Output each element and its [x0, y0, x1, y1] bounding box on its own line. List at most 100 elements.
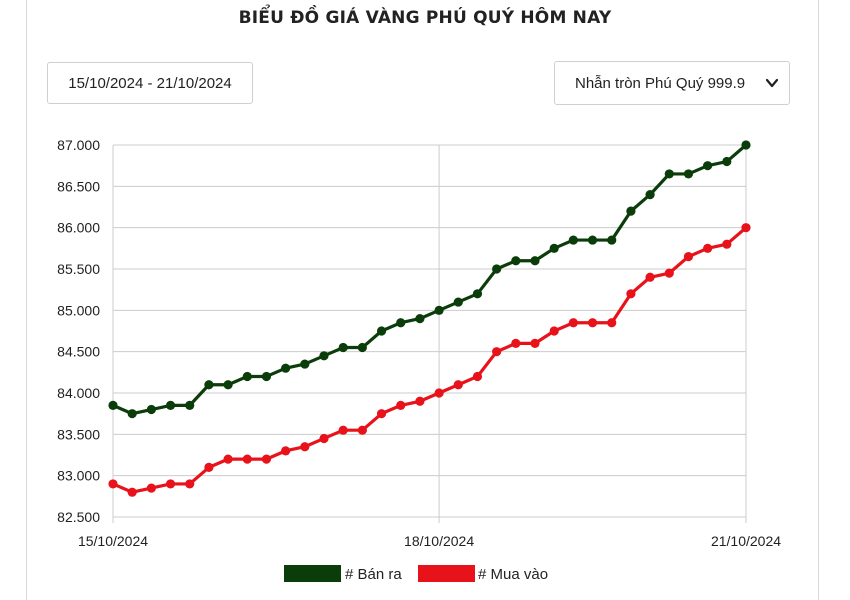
- frame-border-left: [26, 0, 27, 600]
- data-point-buy: [108, 479, 118, 489]
- data-point-buy: [664, 268, 674, 278]
- data-point-buy: [645, 272, 655, 282]
- grid: [112, 144, 747, 523]
- data-point-buy: [204, 462, 214, 472]
- date-range-text: 15/10/2024 - 21/10/2024: [68, 74, 232, 92]
- legend-sell-swatch[interactable]: [284, 565, 341, 582]
- y-tick-label: 85.500: [57, 261, 100, 277]
- data-point-sell: [568, 235, 578, 245]
- data-point-sell: [357, 342, 367, 353]
- legend-buy-swatch[interactable]: [418, 565, 475, 582]
- data-point-buy: [165, 479, 176, 489]
- data-point-sell: [511, 256, 521, 266]
- data-point-buy: [300, 442, 310, 452]
- data-point-buy: [549, 326, 559, 336]
- y-tick-label: 87.000: [57, 137, 100, 153]
- data-point-sell: [127, 409, 137, 419]
- data-point-buy: [568, 318, 578, 328]
- data-point-buy: [338, 425, 348, 435]
- y-tick-label: 83.000: [57, 468, 100, 484]
- data-point-buy: [530, 338, 540, 348]
- data-point-sell: [703, 161, 713, 171]
- product-select[interactable]: Nhẫn tròn Phú Quý 999.9: [554, 61, 790, 105]
- x-tick-label: 21/10/2024: [711, 533, 781, 549]
- data-point-sell: [204, 380, 214, 390]
- data-point-sell: [472, 289, 483, 299]
- data-point-buy: [472, 371, 483, 382]
- data-point-sell: [607, 235, 617, 245]
- data-point-sell: [376, 326, 387, 336]
- chevron-down-icon: [765, 78, 779, 88]
- y-tick-label: 86.000: [57, 220, 100, 236]
- data-point-sell: [664, 169, 674, 179]
- data-point-sell: [587, 235, 598, 245]
- data-point-sell: [434, 305, 444, 315]
- x-tick-label: 18/10/2024: [404, 533, 474, 549]
- data-point-buy: [146, 483, 156, 493]
- data-point-buy: [626, 289, 636, 299]
- data-point-buy: [223, 454, 233, 464]
- data-point-sell: [223, 380, 233, 390]
- data-point-buy: [511, 338, 521, 348]
- legend-buy-label[interactable]: # Mua vào: [478, 566, 548, 583]
- data-point-sell: [626, 206, 636, 216]
- data-point-buy: [741, 223, 751, 233]
- data-point-buy: [703, 243, 713, 253]
- data-point-buy: [453, 380, 463, 390]
- data-point-sell: [453, 297, 463, 307]
- legend[interactable]: # Bán ra # Mua vào: [284, 565, 548, 583]
- data-point-sell: [185, 400, 195, 410]
- data-point-buy: [492, 347, 502, 357]
- data-point-sell: [108, 400, 118, 410]
- frame-border-right: [818, 0, 819, 600]
- data-point-buy: [357, 425, 367, 435]
- series-line-buy: [112, 226, 748, 494]
- data-point-buy: [434, 388, 444, 398]
- data-point-sell: [415, 314, 425, 324]
- data-point-buy: [415, 396, 425, 406]
- y-tick-label: 85.000: [57, 302, 100, 318]
- series-line-sell: [112, 143, 748, 416]
- data-point-sell: [722, 156, 732, 167]
- date-range-picker[interactable]: 15/10/2024 - 21/10/2024: [47, 62, 253, 104]
- y-axis-tick-labels: 87.000 86.500 86.000 85.500 85.000 84.500 84.0…: [57, 137, 100, 525]
- data-point-buy: [722, 239, 732, 249]
- y-tick-label: 84.500: [57, 344, 100, 360]
- data-point-sell: [165, 400, 176, 410]
- data-point-sell: [281, 363, 291, 373]
- data-point-buy: [281, 446, 291, 456]
- data-point-sell: [319, 351, 329, 361]
- data-point-sell: [242, 371, 252, 382]
- data-point-buy: [242, 454, 252, 464]
- data-point-sell: [396, 318, 406, 328]
- y-tick-label: 82.500: [57, 509, 100, 525]
- data-point-buy: [607, 318, 617, 328]
- data-point-buy: [319, 433, 329, 444]
- data-point-sell: [146, 404, 156, 415]
- data-point-buy: [185, 479, 195, 489]
- data-point-sell: [300, 359, 310, 369]
- product-select-value: Nhẫn tròn Phú Quý 999.9: [575, 74, 746, 92]
- data-point-buy: [683, 252, 694, 262]
- data-point-sell: [261, 371, 272, 382]
- data-point-buy: [127, 487, 137, 497]
- x-tick-label: 15/10/2024: [78, 533, 148, 549]
- data-point-buy: [376, 409, 387, 419]
- data-point-buy: [587, 318, 598, 328]
- y-tick-label: 84.000: [57, 385, 100, 401]
- data-point-sell: [741, 140, 751, 150]
- data-point-sell: [645, 190, 655, 200]
- data-point-sell: [338, 342, 348, 353]
- x-axis-tick-labels: 15/10/2024 18/10/2024 21/10/2024: [78, 533, 781, 549]
- y-tick-label: 86.500: [57, 178, 100, 194]
- legend-sell-label[interactable]: # Bán ra: [345, 566, 402, 583]
- data-point-sell: [683, 169, 694, 179]
- chart-title: BIỂU ĐỒ GIÁ VÀNG PHÚ QUÝ HÔM NAY: [238, 8, 612, 28]
- y-tick-label: 83.500: [57, 426, 100, 442]
- data-point-sell: [549, 243, 559, 253]
- data-point-sell: [492, 264, 502, 274]
- data-point-sell: [530, 256, 540, 266]
- data-point-buy: [396, 400, 406, 410]
- data-point-buy: [261, 454, 272, 464]
